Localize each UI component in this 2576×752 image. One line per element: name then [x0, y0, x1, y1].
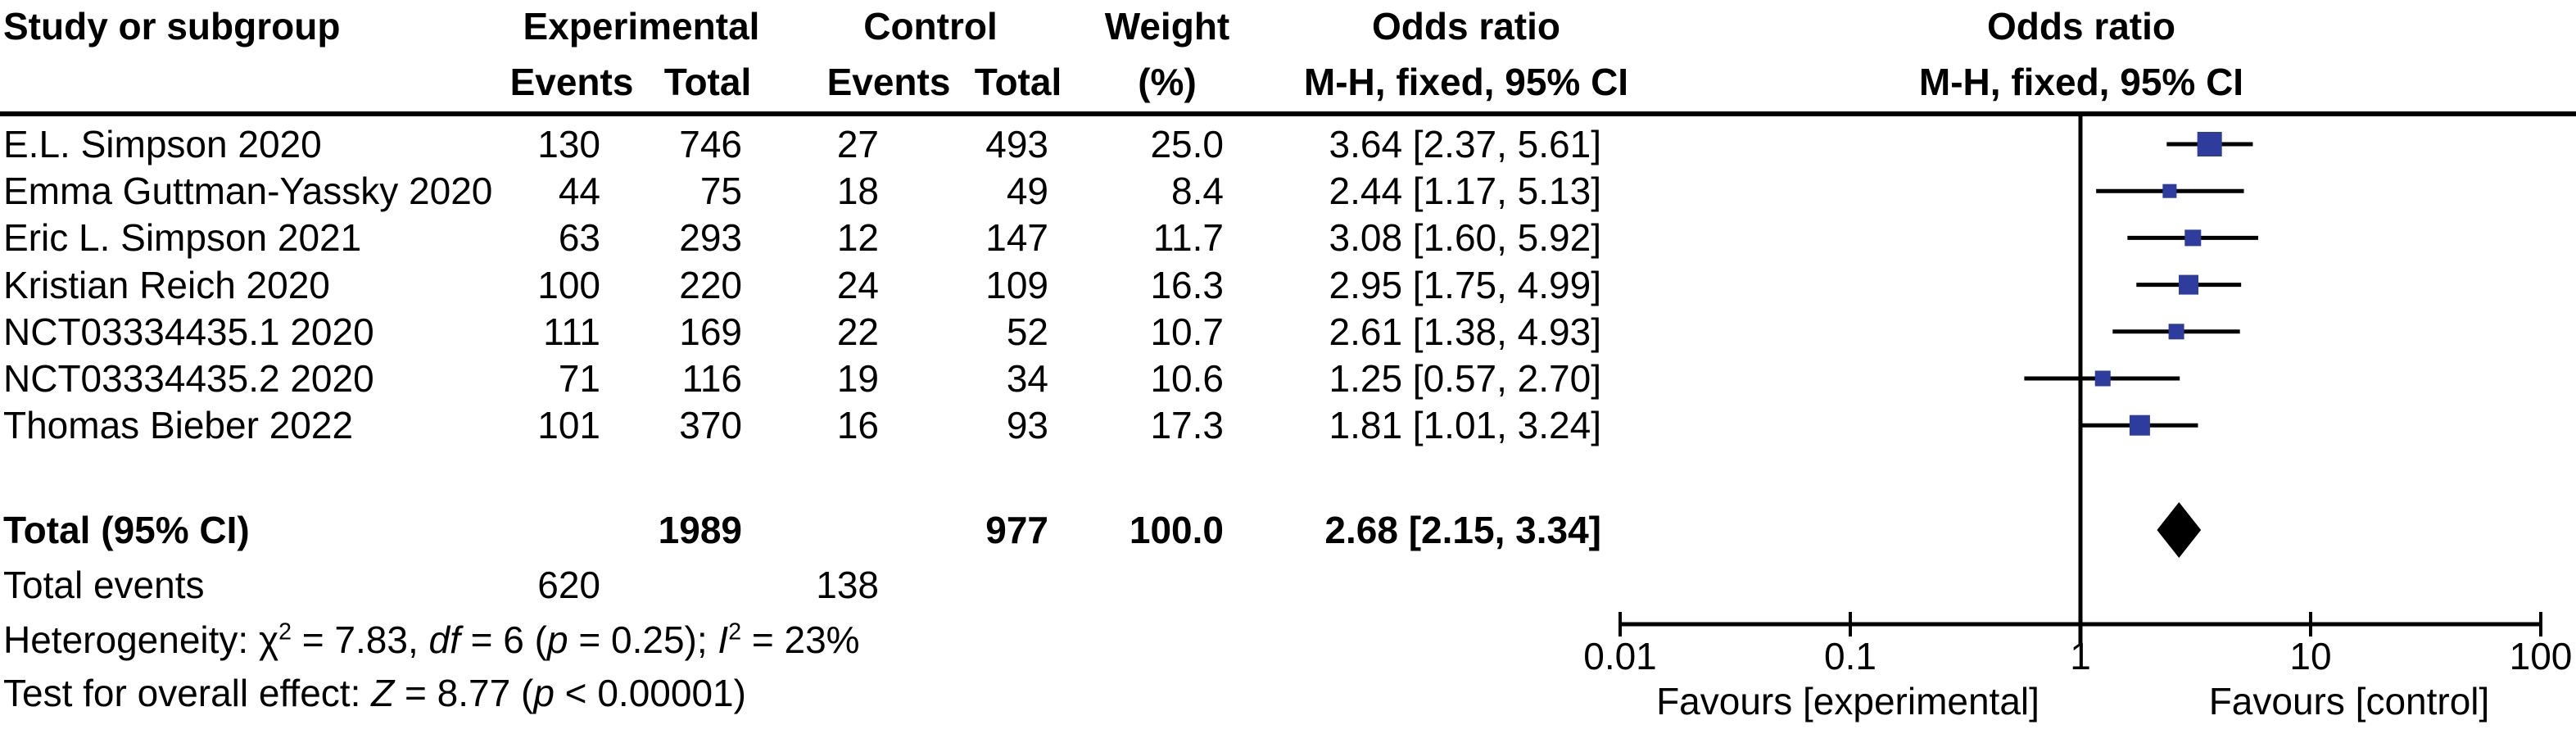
experimental-total: 75: [699, 170, 742, 212]
total-label: Total (95% CI): [3, 509, 250, 551]
total-weight: 100.0: [1129, 509, 1224, 551]
weight-percent: 11.7: [1152, 216, 1224, 259]
axis-tick-label: 1: [2070, 635, 2091, 677]
control-total: 493: [985, 123, 1048, 165]
control-total: 109: [985, 264, 1048, 306]
column-header-odds-ratio-text: Odds ratio: [1371, 5, 1561, 48]
control-events: 22: [836, 310, 879, 353]
weight-percent: 17.3: [1150, 404, 1224, 446]
axis-tick-label: 100: [2509, 635, 2573, 677]
experimental-events: 111: [543, 310, 600, 353]
column-header-weight: Weight: [1104, 5, 1230, 48]
study-row: Eric L. Simpson 2021 63 293 12 147 11.7 …: [0, 214, 2576, 261]
column-header-weight-unit: (%): [1138, 61, 1197, 103]
study-row: NCT03334435.1 2020 111 169 22 52 10.7 2.…: [0, 308, 2576, 356]
study-row: Thomas Bieber 2022 101 370 16 93 17.3 1.…: [0, 401, 2576, 449]
weight-percent: 25.0: [1150, 123, 1224, 165]
odds-ratio-ci-text: 2.44 [1.17, 5.13]: [1329, 170, 1602, 212]
control-total: 34: [1006, 357, 1048, 400]
overall-effect-stats: Test for overall effect: Z = 8.77 (p < 0…: [3, 672, 746, 714]
study-row: Kristian Reich 2020 100 220 24 109 16.3 …: [0, 261, 2576, 309]
experimental-total: 220: [679, 264, 742, 306]
study-label: Kristian Reich 2020: [3, 264, 330, 306]
total-events-experimental: 620: [537, 564, 600, 606]
experimental-total: 293: [679, 216, 742, 259]
experimental-events: 63: [558, 216, 600, 259]
total-control-total: 977: [985, 509, 1048, 551]
control-events: 12: [836, 216, 879, 259]
experimental-events: 71: [558, 357, 600, 400]
study-row: Emma Guttman-Yassky 2020 44 75 18 49 8.4…: [0, 167, 2576, 215]
column-header-method-plot: M-H, fixed, 95% CI: [1918, 61, 2244, 103]
experimental-events: 100: [537, 264, 600, 306]
study-label: E.L. Simpson 2020: [3, 123, 322, 165]
total-row: Total (95% CI) 1989 977 100.0 2.68 [2.15…: [0, 506, 2576, 554]
experimental-events: 44: [558, 170, 600, 212]
control-events: 18: [836, 170, 879, 212]
study-label: Thomas Bieber 2022: [3, 404, 354, 446]
column-header-exp-events: Events: [509, 61, 634, 103]
control-total: 147: [985, 216, 1048, 259]
total-odds-ratio-ci-text: 2.68 [2.15, 3.34]: [1324, 509, 1601, 551]
column-header-exp-total: Total: [663, 61, 752, 103]
odds-ratio-ci-text: 2.95 [1.75, 4.99]: [1329, 264, 1602, 306]
experimental-total: 116: [681, 357, 742, 400]
control-total: 49: [1006, 170, 1048, 212]
study-label: Emma Guttman-Yassky 2020: [3, 170, 493, 212]
weight-percent: 8.4: [1171, 170, 1224, 212]
study-row: NCT03334435.2 2020 71 116 19 34 10.6 1.2…: [0, 355, 2576, 402]
control-total: 93: [1006, 404, 1048, 446]
study-label: NCT03334435.2 2020: [3, 357, 374, 400]
control-events: 27: [836, 123, 879, 165]
column-header-study: Study or subgroup: [3, 5, 341, 48]
column-header-method-text: M-H, fixed, 95% CI: [1303, 61, 1629, 103]
experimental-total: 746: [679, 123, 742, 165]
control-events: 19: [836, 357, 879, 400]
odds-ratio-ci-text: 1.25 [0.57, 2.70]: [1329, 357, 1602, 400]
weight-percent: 10.7: [1150, 310, 1224, 353]
total-events-row: Total events 620 138: [0, 561, 2576, 609]
column-header-ctl-total: Total: [974, 61, 1062, 103]
total-events-control: 138: [816, 564, 879, 606]
experimental-total: 169: [679, 310, 742, 353]
total-experimental-total: 1989: [658, 509, 742, 551]
study-row: E.L. Simpson 2020 130 746 27 493 25.0 3.…: [0, 120, 2576, 168]
odds-ratio-ci-text: 2.61 [1.38, 4.93]: [1329, 310, 1602, 353]
column-header-control: Control: [863, 5, 998, 48]
header-rule: [0, 111, 2576, 116]
column-header-odds-ratio-plot: Odds ratio: [1986, 5, 2176, 48]
control-total: 52: [1006, 310, 1048, 353]
weight-percent: 10.6: [1150, 357, 1224, 400]
odds-ratio-ci-text: 3.08 [1.60, 5.92]: [1329, 216, 1602, 259]
odds-ratio-ci-text: 3.64 [2.37, 5.61]: [1329, 123, 1602, 165]
axis-tick-label: 0.1: [1824, 635, 1877, 677]
axis-tick-label: 0.01: [1583, 635, 1657, 677]
column-header-ctl-events: Events: [826, 61, 951, 103]
study-label: NCT03334435.1 2020: [3, 310, 374, 353]
odds-ratio-ci-text: 1.81 [1.01, 3.24]: [1329, 404, 1602, 446]
favours-right-label: Favours [control]: [2208, 680, 2490, 723]
control-events: 16: [836, 404, 879, 446]
experimental-events: 101: [537, 404, 600, 446]
heterogeneity-stats: Heterogeneity: χ2 = 7.83, df = 6 (p = 0.…: [3, 618, 860, 661]
control-events: 24: [836, 264, 879, 306]
experimental-total: 370: [679, 404, 742, 446]
column-header-experimental: Experimental: [523, 5, 760, 48]
study-label: Eric L. Simpson 2021: [3, 216, 362, 259]
axis-tick-label: 10: [2289, 635, 2332, 677]
experimental-events: 130: [537, 123, 600, 165]
weight-percent: 16.3: [1150, 264, 1224, 306]
favours-left-label: Favours [experimental]: [1656, 680, 2040, 723]
total-events-label: Total events: [3, 564, 205, 606]
